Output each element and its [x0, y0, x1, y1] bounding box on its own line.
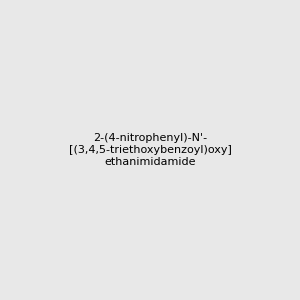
- Text: 2-(4-nitrophenyl)-N'-
[(3,4,5-triethoxybenzoyl)oxy]
ethanimidamide: 2-(4-nitrophenyl)-N'- [(3,4,5-triethoxyb…: [69, 134, 231, 166]
